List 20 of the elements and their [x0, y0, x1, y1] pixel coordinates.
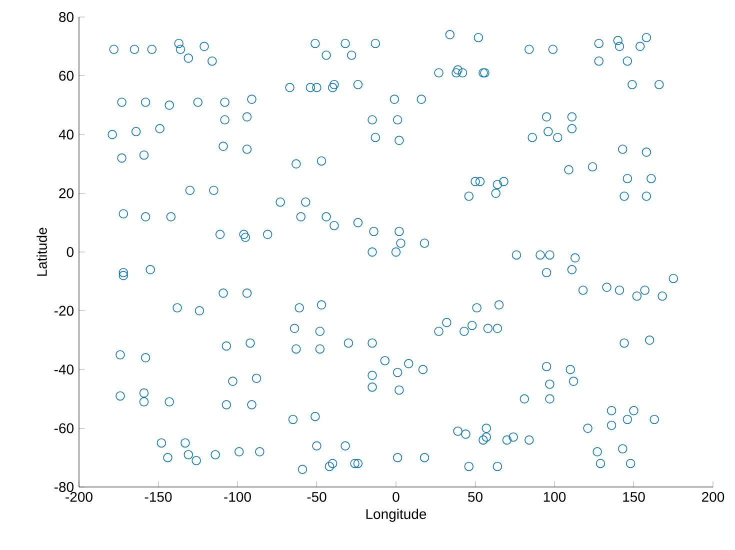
x-tick-label: 0	[392, 492, 400, 502]
y-tick-label: 0	[66, 247, 74, 257]
x-tick-label: 50	[468, 492, 482, 502]
y-tick-label: -60	[54, 423, 74, 434]
x-tick-label: -200	[66, 492, 92, 502]
y-tick-label: 80	[59, 12, 74, 22]
y-tick-label: 40	[58, 130, 74, 140]
x-tick-label: -50	[307, 492, 326, 502]
x-tick-label: 200	[702, 492, 724, 502]
x-tick-label: 150	[623, 492, 645, 502]
y-tick-label: -80	[54, 482, 74, 492]
x-tick-label: 100	[544, 492, 566, 502]
y-tick-label: 20	[59, 188, 74, 198]
y-tick-label: 60	[59, 70, 74, 81]
y-tick-label: -20	[54, 306, 74, 316]
y-tick-label: -40	[54, 364, 74, 374]
x-tick-label: -150	[144, 492, 172, 502]
x-tick-label: -100	[224, 492, 251, 502]
y-axis-title: Latitude	[36, 228, 47, 276]
x-axis-title: Longitude	[366, 508, 426, 522]
